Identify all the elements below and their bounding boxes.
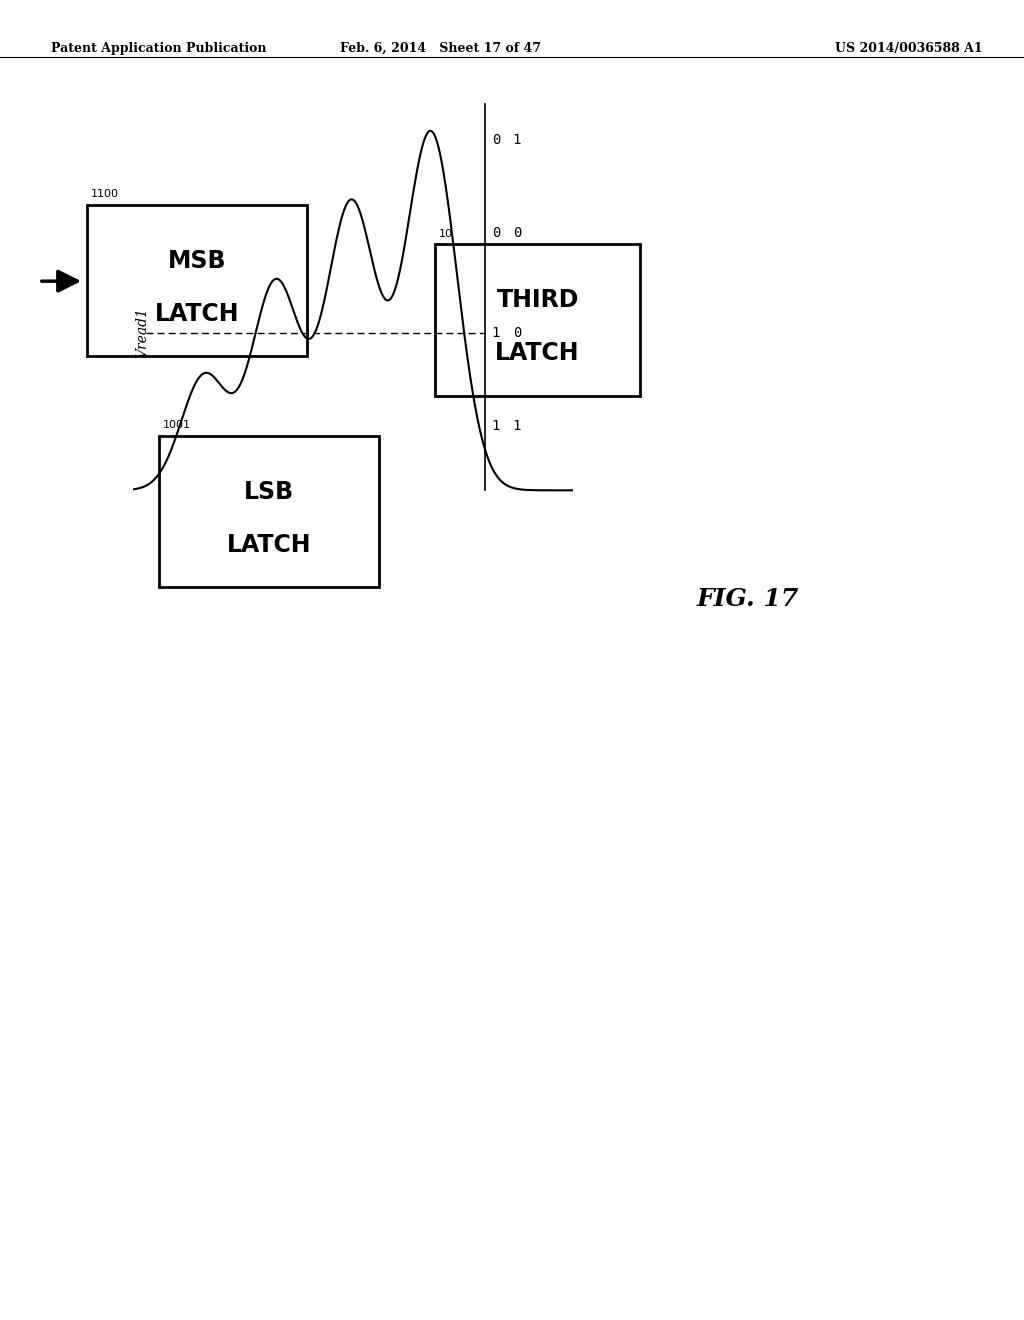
Bar [435, 244, 640, 396]
Text: LSB: LSB [244, 479, 294, 504]
Text: MSB: MSB [168, 248, 226, 273]
Text: 1100: 1100 [91, 189, 119, 199]
Text: 1: 1 [513, 133, 521, 147]
Text: Feb. 6, 2014   Sheet 17 of 47: Feb. 6, 2014 Sheet 17 of 47 [340, 42, 541, 55]
Text: 0: 0 [513, 226, 521, 240]
Text: 10: 10 [439, 228, 454, 239]
Text: LATCH: LATCH [226, 533, 311, 557]
Text: LATCH: LATCH [155, 302, 240, 326]
Text: 1: 1 [492, 326, 500, 341]
Text: 0: 0 [492, 226, 500, 240]
Text: 1001: 1001 [163, 420, 190, 430]
Text: Patent Application Publication: Patent Application Publication [51, 42, 266, 55]
Text: FIG. 17: FIG. 17 [696, 587, 799, 611]
Text: LATCH: LATCH [496, 342, 580, 366]
Text: 0: 0 [513, 326, 521, 341]
Text: US 2014/0036588 A1: US 2014/0036588 A1 [836, 42, 983, 55]
Text: Vread1: Vread1 [135, 308, 150, 359]
Text: THIRD: THIRD [497, 288, 579, 313]
Bar [159, 436, 379, 587]
Text: 0: 0 [492, 133, 500, 147]
Bar [87, 205, 307, 356]
Text: 1: 1 [513, 418, 521, 433]
Text: 1: 1 [492, 418, 500, 433]
